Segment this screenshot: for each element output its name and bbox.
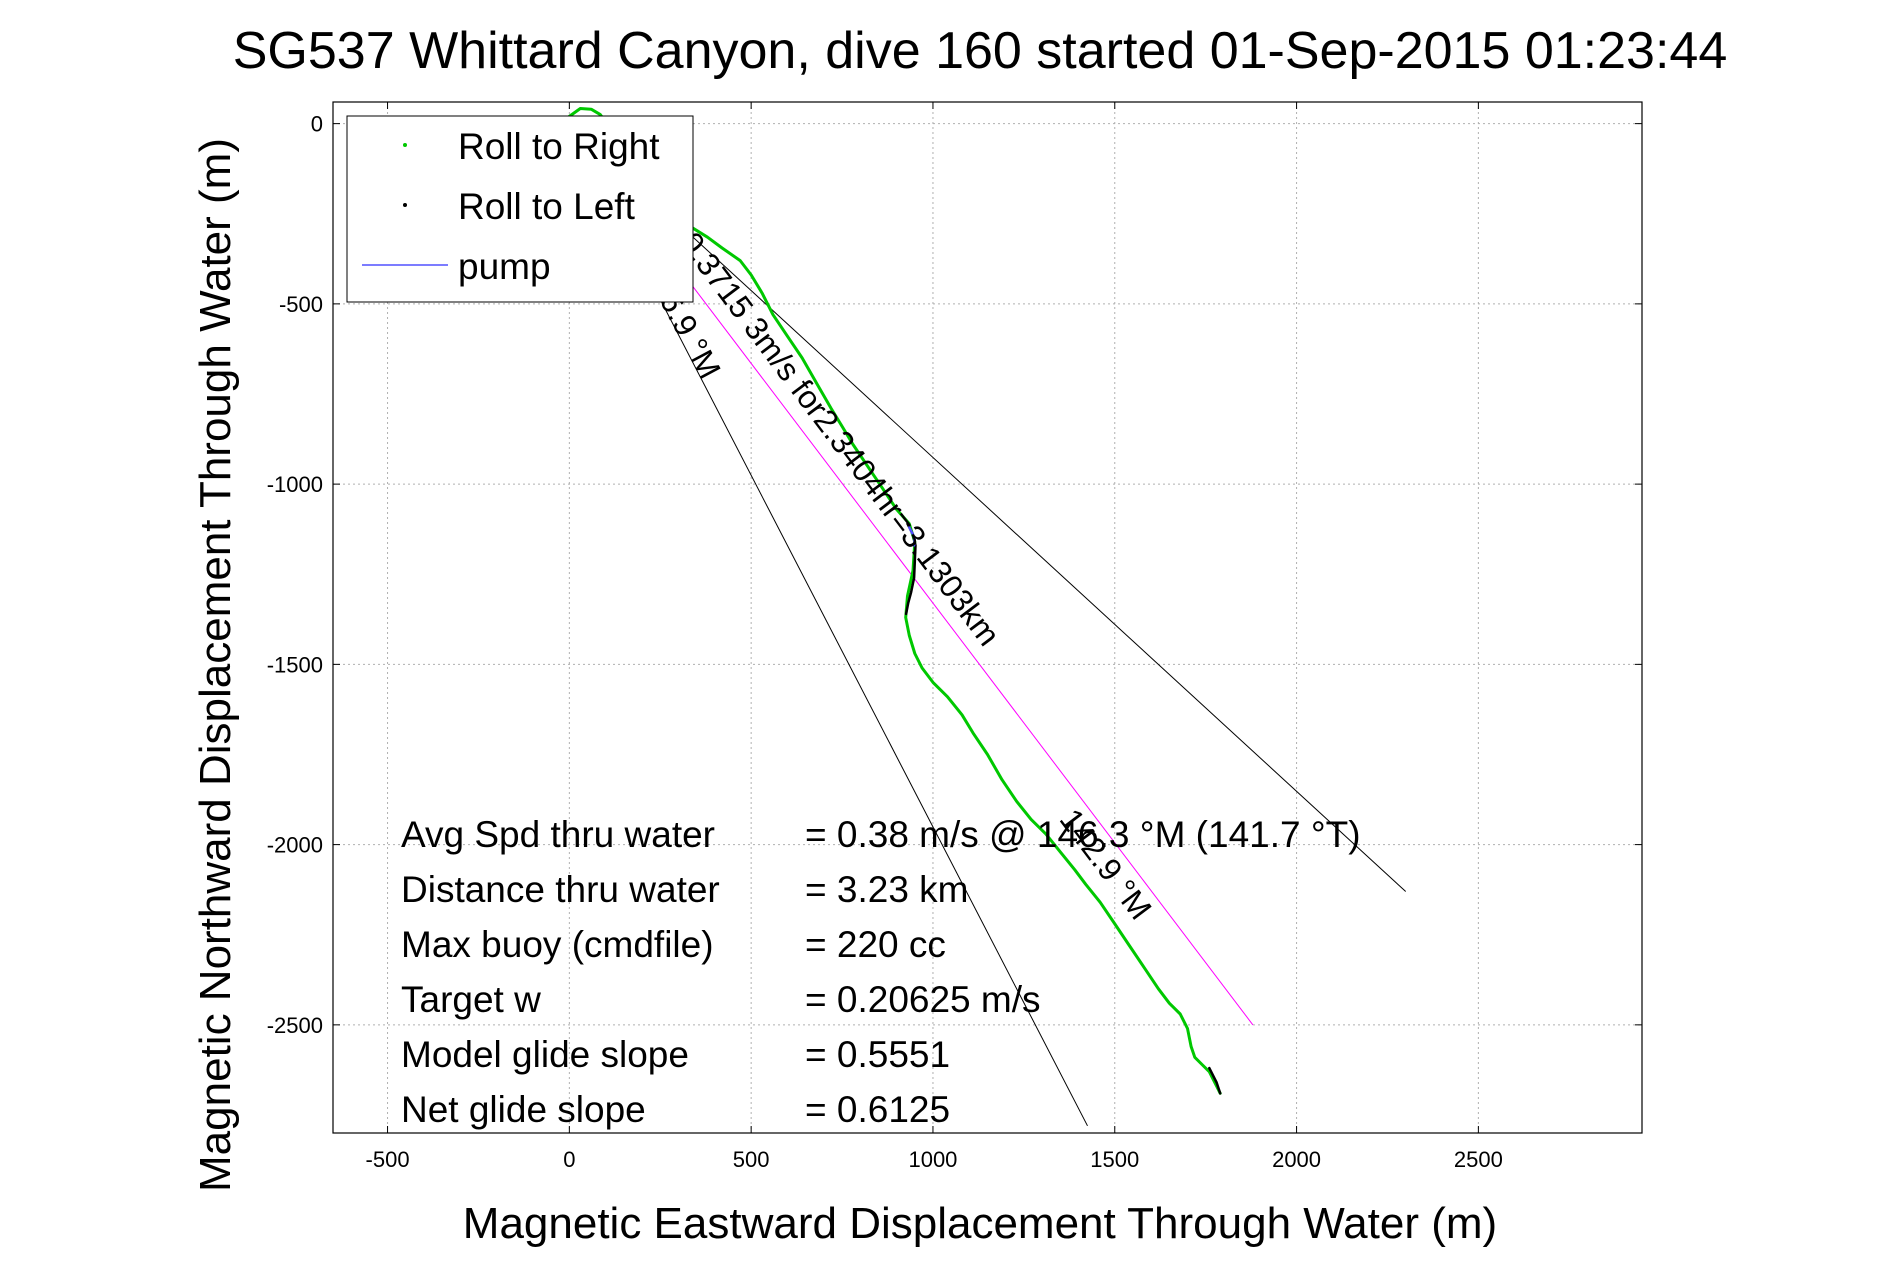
reference-line [568,123,1407,892]
legend-label: pump [458,246,551,287]
stat-value: = 0.20625 m/s [805,979,1041,1020]
stat-value: = 0.6125 [805,1089,950,1130]
tick-layer: -500 0 500 1000 1500 2000 2500 0 -500 -1000 -1500 -… [267,102,1642,1172]
legend-swatch-dot [403,143,407,147]
stat-value: = 3.23 km [805,869,969,910]
stat-label: Net glide slope [401,1089,646,1130]
y-axis-label: Magnetic Northward Displacement Through … [191,138,240,1192]
legend-box [346,115,694,303]
stat-value: = 0.38 m/s @ 146.3 °M (141.7 °T) [805,814,1361,855]
x-tick-label: 2500 [1454,1147,1503,1172]
stat-label: Distance thru water [401,869,720,910]
stats-panel: Avg Spd thru water = 0.38 m/s @ 146.3 °M … [401,814,1361,1130]
chart-title: SG537 Whittard Canyon, dive 160 started … [233,22,1728,80]
y-tick-label: -2500 [267,1013,323,1038]
stat-label: Model glide slope [401,1034,689,1075]
stat-value: = 0.5551 [805,1034,950,1075]
stat-label: Max buoy (cmdfile) [401,924,714,965]
series-pump-line [908,526,917,547]
plot-frame [332,101,1643,1134]
stat-label: Avg Spd thru water [401,814,715,855]
y-tick-label: -1000 [267,472,323,497]
x-tick-label: -500 [366,1147,410,1172]
x-tick-label: 1500 [1090,1147,1139,1172]
y-tick-label: -500 [279,292,323,317]
legend-swatch-dot [403,203,407,207]
y-tick-label: -2000 [267,833,323,858]
legend: Roll to Right Roll to Left pump [346,115,694,303]
legend-label: Roll to Left [458,186,636,227]
stat-label: Target w [401,979,541,1020]
x-tick-label: 0 [563,1147,575,1172]
x-axis-label: Magnetic Eastward Displacement Through W… [463,1199,1497,1248]
x-tick-label: 1000 [908,1147,957,1172]
stat-value: = 220 cc [805,924,946,965]
series-roll-to-left-line [1208,1066,1222,1095]
legend-label: Roll to Right [458,126,660,167]
y-tick-label: -1500 [267,652,323,677]
x-tick-label: 500 [733,1147,770,1172]
y-tick-label: 0 [311,112,323,137]
x-tick-label: 2000 [1272,1147,1321,1172]
